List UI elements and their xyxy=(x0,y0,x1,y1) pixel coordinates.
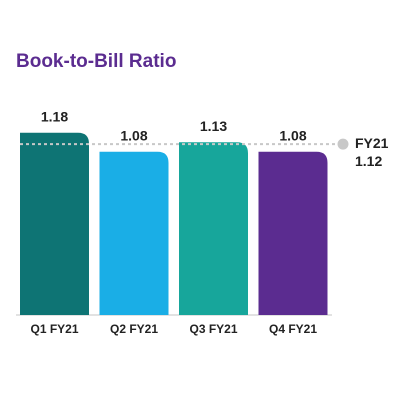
x-tick-label: Q4 FY21 xyxy=(269,322,317,336)
reference-label: FY21 xyxy=(355,135,389,151)
value-label: 1.18 xyxy=(41,108,68,124)
value-label: 1.08 xyxy=(279,127,306,143)
x-tick-label: Q3 FY21 xyxy=(189,322,237,336)
x-tick-label: Q2 FY21 xyxy=(110,322,158,336)
reference-marker xyxy=(337,138,349,150)
bar xyxy=(179,142,248,315)
chart-title: Book-to-Bill Ratio xyxy=(16,51,176,72)
value-label: 1.13 xyxy=(200,118,227,134)
value-label: 1.08 xyxy=(120,127,147,143)
reference-value: 1.12 xyxy=(355,153,382,169)
x-tick-label: Q1 FY21 xyxy=(30,322,78,336)
bar xyxy=(20,132,89,315)
bar xyxy=(99,151,169,315)
bar xyxy=(258,151,328,315)
